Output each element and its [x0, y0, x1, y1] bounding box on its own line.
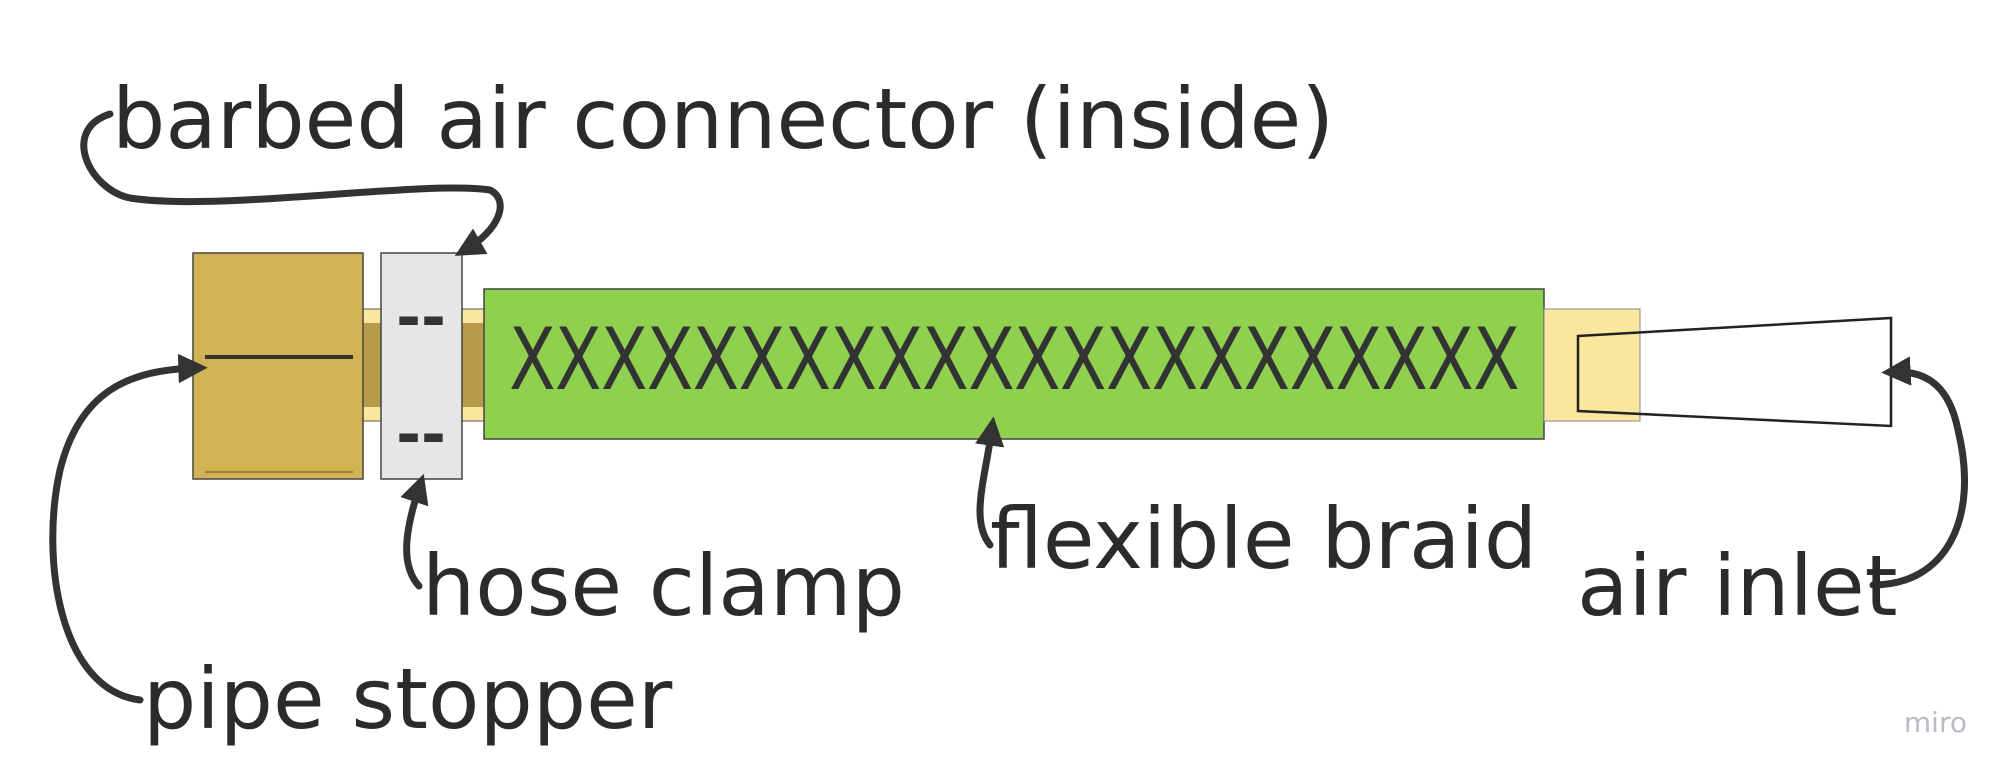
clamp-mark-top: --	[396, 283, 446, 353]
braid-pattern: XXXXXXXXXXXXXXXXXXXXXX	[509, 310, 1519, 410]
arrow-flexible-braid	[975, 416, 1005, 549]
arrow-pipe-stopper	[49, 353, 208, 704]
arrow-barbed-connector	[80, 110, 504, 256]
pipe-stopper	[192, 252, 364, 480]
flexible-braid	[483, 288, 1545, 440]
label-pipe-stopper: pipe stopper	[143, 650, 673, 748]
label-air-inlet: air inlet	[1577, 537, 1898, 635]
watermark: miro	[1904, 706, 1967, 739]
clamp-mark-bottom: --	[396, 400, 446, 470]
arrow-hose-clamp	[400, 473, 429, 590]
air-inlet-funnel	[1576, 316, 1893, 428]
arrow-air-inlet	[1869, 356, 1968, 589]
label-flexible-braid: flexible braid	[990, 490, 1537, 588]
tube-end	[1543, 308, 1641, 422]
label-hose-clamp: hose clamp	[422, 537, 905, 635]
label-barbed-connector: barbed air connector (inside)	[112, 70, 1334, 168]
